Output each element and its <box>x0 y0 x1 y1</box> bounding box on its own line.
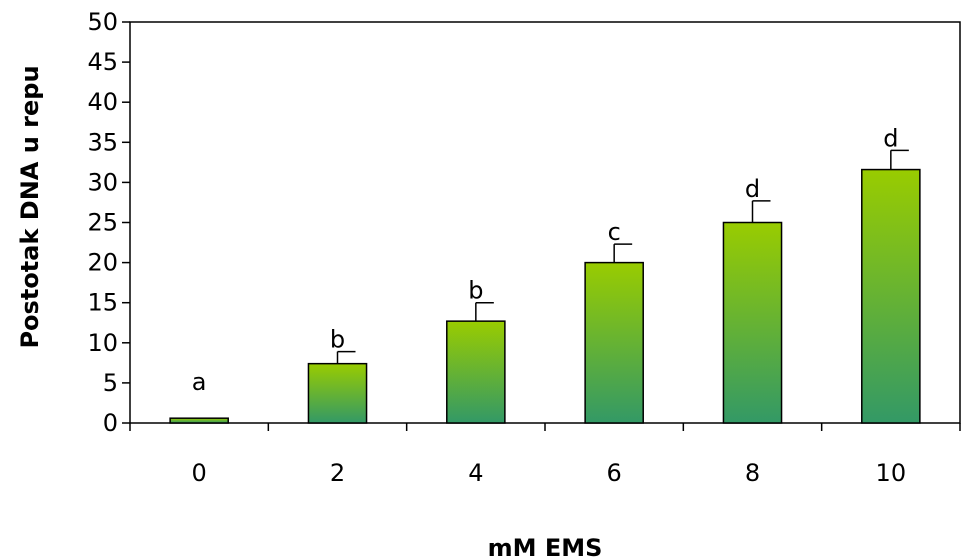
y-axis-title: Postotak DNA u repu <box>16 65 44 348</box>
y-tick-label: 40 <box>87 88 118 116</box>
x-tick-label: 2 <box>330 459 345 487</box>
y-tick-label: 15 <box>87 289 118 317</box>
y-tick-label: 30 <box>87 168 118 196</box>
significance-letters: a b b c d d <box>192 124 899 396</box>
y-tick-label: 45 <box>87 48 118 76</box>
x-tick-label: 0 <box>192 459 207 487</box>
significance-letter: a <box>192 368 207 396</box>
y-tick-label: 50 <box>87 8 118 36</box>
x-tick-label: 6 <box>607 459 622 487</box>
y-tick-label: 25 <box>87 209 118 237</box>
significance-letter: b <box>330 326 345 354</box>
bar-series <box>169 168 921 424</box>
error-bars <box>336 149 909 364</box>
y-tick-label: 5 <box>103 369 118 397</box>
y-axis: 0 5 10 15 20 25 30 35 40 45 50 <box>87 8 130 437</box>
bar <box>722 221 783 424</box>
x-tick-label: 8 <box>745 459 760 487</box>
significance-letter: c <box>608 218 621 246</box>
bar <box>446 320 506 424</box>
significance-letter: d <box>883 124 898 152</box>
bar <box>861 168 921 424</box>
x-axis-title: mM EMS <box>488 534 603 559</box>
x-tick-label: 10 <box>876 459 907 487</box>
x-tick-label: 4 <box>468 459 483 487</box>
bar <box>307 362 368 424</box>
bar <box>584 261 644 424</box>
y-tick-label: 0 <box>103 409 118 437</box>
x-axis: 0 2 4 6 8 10 <box>129 423 961 487</box>
significance-letter: b <box>468 277 483 305</box>
y-tick-label: 35 <box>87 128 118 156</box>
significance-letter: d <box>745 175 760 203</box>
plot-area <box>129 21 961 424</box>
bar <box>169 417 229 424</box>
y-tick-label: 20 <box>87 249 118 277</box>
y-tick-label: 10 <box>87 329 118 357</box>
